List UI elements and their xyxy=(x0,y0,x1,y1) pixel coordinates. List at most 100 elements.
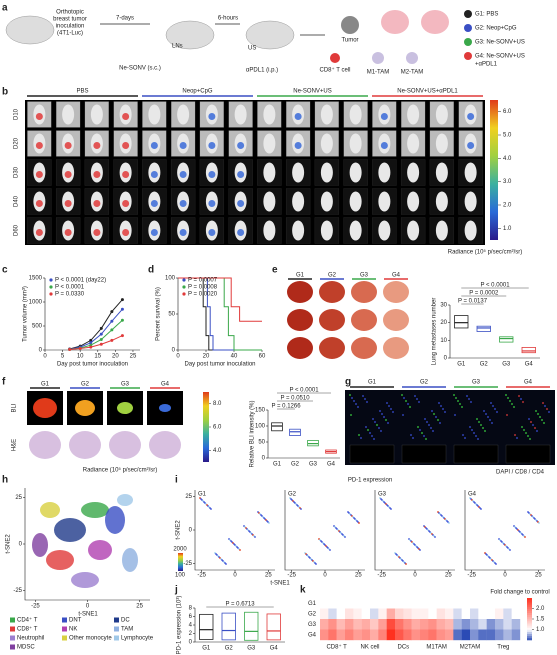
series-line xyxy=(69,299,123,350)
cell xyxy=(529,438,531,440)
cell xyxy=(435,416,437,418)
colorbar-step xyxy=(527,610,532,613)
cell xyxy=(414,395,416,397)
lung xyxy=(287,309,313,331)
tick-label: 2.0 xyxy=(503,203,512,209)
colorbar-step xyxy=(527,629,532,632)
x-tick-label: G3 xyxy=(309,462,318,468)
cell xyxy=(538,522,540,524)
tick-label: 25 xyxy=(265,573,272,579)
tick-label: 6 xyxy=(189,614,193,620)
mouse xyxy=(464,162,477,183)
heat-cell xyxy=(470,598,479,609)
cell xyxy=(364,398,366,400)
cell xyxy=(362,395,364,397)
x-tick-label: G1 xyxy=(457,362,466,368)
label: breast tumor xyxy=(53,17,87,23)
signal xyxy=(35,142,43,149)
tick-label: 1500 xyxy=(29,276,43,282)
colorbar-step xyxy=(527,619,532,622)
legend-swatch xyxy=(10,626,15,632)
tick-label: 15 xyxy=(94,354,101,360)
bli-signal xyxy=(75,400,95,416)
group-label: G4 xyxy=(392,273,401,279)
cell xyxy=(484,430,486,432)
column-label: CD8⁺ T xyxy=(326,644,347,651)
group-label: G1 xyxy=(296,273,305,279)
mouse xyxy=(320,133,333,154)
legend-label: +αPDL1 xyxy=(475,62,498,68)
heat-cell xyxy=(328,608,337,620)
signal xyxy=(122,200,130,207)
label: (4T1-Luc) xyxy=(57,31,83,37)
heat-cell xyxy=(486,629,496,641)
label: Tumor xyxy=(341,38,358,44)
panel-label: k xyxy=(300,585,306,596)
tick-label: 0 xyxy=(39,348,43,354)
tick-label: 25 xyxy=(445,573,452,579)
panel-label: f xyxy=(2,377,6,388)
signal xyxy=(179,142,187,149)
heat-cell xyxy=(345,619,354,630)
axis xyxy=(24,488,150,601)
heat-cell xyxy=(361,608,371,620)
mouse xyxy=(435,220,448,241)
colorbar-step xyxy=(527,598,532,601)
tick-label: 0 xyxy=(262,456,266,462)
cell xyxy=(376,424,378,426)
x-tick-label: G4 xyxy=(270,646,279,652)
legend-label: G3: Ne-SONV+US xyxy=(475,40,525,46)
group-label: G3 xyxy=(378,492,387,498)
lung xyxy=(319,337,345,359)
heat-cell xyxy=(503,608,512,620)
group-label: G3 xyxy=(360,273,369,279)
signal xyxy=(179,171,187,178)
heat-cell xyxy=(370,619,379,630)
signal xyxy=(150,171,158,178)
he-image xyxy=(29,431,61,459)
heat-cell xyxy=(445,608,454,620)
axis-title: PD-1 expression (10³) xyxy=(177,596,183,655)
mouse xyxy=(407,104,420,125)
signal xyxy=(122,229,130,236)
cell xyxy=(387,422,389,424)
mouse xyxy=(407,220,420,241)
heat-cell xyxy=(495,608,504,620)
cell xyxy=(360,437,362,439)
colorbar-step xyxy=(527,627,532,630)
cell xyxy=(541,419,543,421)
heat-cell xyxy=(386,619,396,630)
box xyxy=(199,613,214,640)
axis xyxy=(194,490,275,571)
heat-cell xyxy=(353,598,362,609)
tick-label: 40 xyxy=(231,354,238,360)
cell xyxy=(506,414,508,416)
label: Radiance (10⁵ p/sec/cm²/sr) xyxy=(83,467,158,474)
heat-cell xyxy=(428,608,437,620)
mouse xyxy=(378,220,391,241)
p-value: P = 0.0020 xyxy=(188,292,218,298)
cell xyxy=(418,401,420,403)
panel-label: j xyxy=(174,585,178,596)
mouse xyxy=(292,191,305,212)
point xyxy=(89,341,93,345)
cluster xyxy=(117,494,133,506)
cluster xyxy=(122,548,138,572)
heat-cell xyxy=(495,598,504,609)
heat-cell xyxy=(353,608,362,620)
colorbar-step xyxy=(527,625,532,628)
colorbar-step xyxy=(527,616,532,620)
tick-label: 0 xyxy=(176,354,180,360)
cell xyxy=(419,549,421,551)
cell xyxy=(410,434,412,436)
zoom-image xyxy=(505,444,551,464)
cell xyxy=(509,400,511,402)
tick-label: 50 xyxy=(258,440,265,446)
cell xyxy=(546,408,548,410)
signal xyxy=(35,113,43,120)
heat-cell xyxy=(328,629,337,641)
cell xyxy=(461,406,463,408)
tick-label: -25 xyxy=(377,573,386,579)
series-line xyxy=(69,335,123,351)
